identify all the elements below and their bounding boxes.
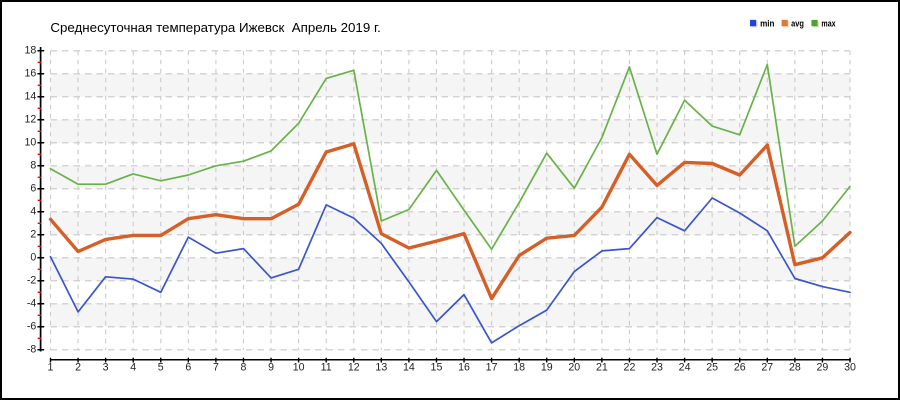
svg-text:27: 27 — [761, 361, 773, 373]
svg-text:8: 8 — [30, 160, 36, 172]
svg-text:2: 2 — [75, 361, 81, 373]
svg-text:18: 18 — [25, 45, 37, 57]
svg-text:4: 4 — [30, 206, 36, 218]
svg-text:-6: -6 — [27, 321, 37, 333]
svg-text:16: 16 — [25, 68, 37, 80]
svg-text:14: 14 — [25, 91, 37, 103]
svg-text:12: 12 — [25, 114, 37, 126]
svg-text:-8: -8 — [27, 344, 37, 356]
svg-text:3: 3 — [103, 361, 109, 373]
svg-text:10: 10 — [293, 361, 305, 373]
svg-text:2: 2 — [30, 229, 36, 241]
svg-text:28: 28 — [789, 361, 801, 373]
svg-text:14: 14 — [403, 361, 415, 373]
svg-text:17: 17 — [486, 361, 498, 373]
svg-text:5: 5 — [158, 361, 164, 373]
svg-text:16: 16 — [458, 361, 470, 373]
svg-text:7: 7 — [213, 361, 219, 373]
svg-text:6: 6 — [30, 183, 36, 195]
svg-text:-4: -4 — [27, 298, 37, 310]
svg-text:30: 30 — [844, 361, 856, 373]
svg-text:26: 26 — [734, 361, 746, 373]
svg-text:11: 11 — [321, 361, 332, 373]
svg-text:19: 19 — [541, 361, 553, 373]
svg-text:max: max — [821, 18, 835, 28]
svg-text:Среднесуточная температура Иже: Среднесуточная температура Ижевск Апрель… — [50, 20, 381, 35]
svg-text:6: 6 — [185, 361, 191, 373]
svg-text:13: 13 — [375, 361, 387, 373]
svg-text:23: 23 — [651, 361, 663, 373]
svg-text:25: 25 — [706, 361, 718, 373]
svg-text:min: min — [760, 18, 774, 28]
svg-text:8: 8 — [241, 361, 247, 373]
svg-text:-2: -2 — [27, 275, 37, 287]
svg-text:0: 0 — [30, 252, 36, 264]
svg-text:1: 1 — [48, 361, 54, 373]
svg-text:21: 21 — [596, 361, 608, 373]
svg-text:24: 24 — [679, 361, 691, 373]
svg-text:4: 4 — [130, 361, 136, 373]
svg-text:29: 29 — [817, 361, 829, 373]
svg-text:avg: avg — [791, 18, 804, 28]
svg-text:12: 12 — [348, 361, 360, 373]
svg-text:22: 22 — [624, 361, 636, 373]
svg-text:20: 20 — [568, 361, 580, 373]
svg-text:15: 15 — [431, 361, 443, 373]
svg-text:9: 9 — [268, 361, 274, 373]
svg-text:18: 18 — [513, 361, 525, 373]
svg-text:10: 10 — [25, 137, 37, 149]
